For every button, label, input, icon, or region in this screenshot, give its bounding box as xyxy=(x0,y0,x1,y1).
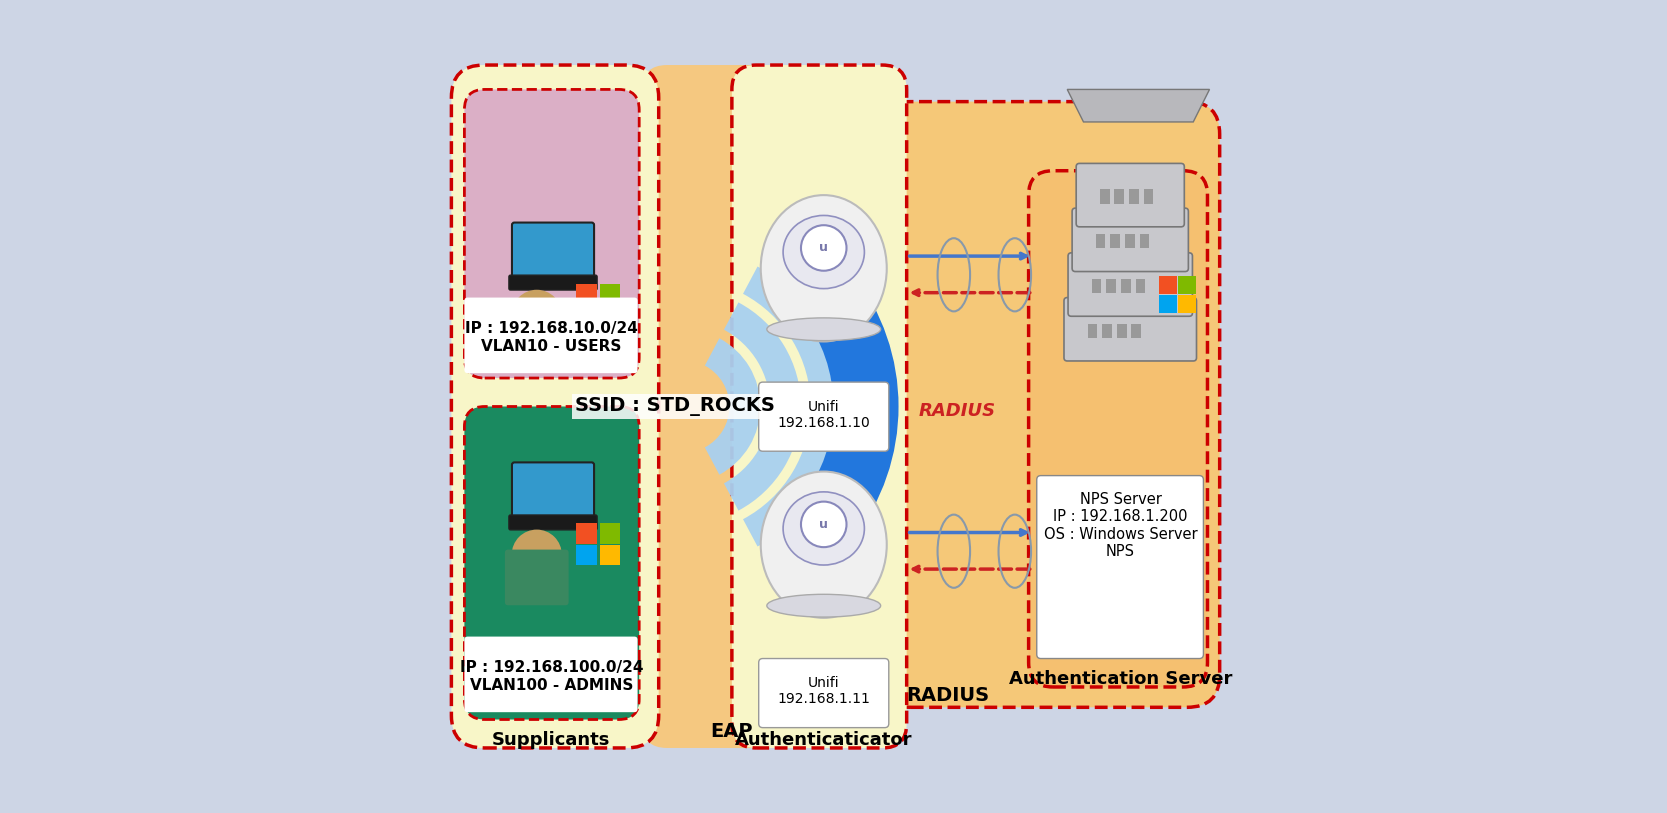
Ellipse shape xyxy=(783,215,865,289)
FancyBboxPatch shape xyxy=(1029,171,1207,687)
FancyBboxPatch shape xyxy=(577,305,597,325)
Text: u: u xyxy=(818,518,828,531)
FancyBboxPatch shape xyxy=(1159,276,1177,294)
FancyBboxPatch shape xyxy=(443,33,1224,780)
FancyBboxPatch shape xyxy=(508,275,597,290)
FancyBboxPatch shape xyxy=(1077,163,1184,227)
FancyBboxPatch shape xyxy=(1179,276,1197,294)
FancyBboxPatch shape xyxy=(1135,279,1145,293)
FancyBboxPatch shape xyxy=(1144,189,1154,203)
Wedge shape xyxy=(802,274,899,539)
Ellipse shape xyxy=(783,492,865,565)
FancyBboxPatch shape xyxy=(577,524,597,544)
Text: IP : 192.168.10.0/24
VLAN10 - USERS: IP : 192.168.10.0/24 VLAN10 - USERS xyxy=(465,321,638,354)
Text: RADIUS: RADIUS xyxy=(905,685,989,705)
FancyBboxPatch shape xyxy=(465,89,638,378)
FancyBboxPatch shape xyxy=(1102,324,1112,338)
Text: u: u xyxy=(818,241,828,254)
FancyBboxPatch shape xyxy=(465,406,638,720)
Circle shape xyxy=(512,529,562,580)
FancyBboxPatch shape xyxy=(1095,234,1105,249)
FancyBboxPatch shape xyxy=(1159,295,1177,313)
FancyBboxPatch shape xyxy=(465,637,637,712)
Ellipse shape xyxy=(760,472,887,618)
Text: Unifi
192.168.1.11: Unifi 192.168.1.11 xyxy=(777,676,870,706)
FancyBboxPatch shape xyxy=(505,550,568,605)
FancyBboxPatch shape xyxy=(758,382,889,451)
Ellipse shape xyxy=(767,594,880,617)
FancyBboxPatch shape xyxy=(1140,234,1149,249)
Wedge shape xyxy=(705,338,760,475)
Circle shape xyxy=(800,225,847,271)
Text: IP : 192.168.100.0/24
VLAN100 - ADMINS: IP : 192.168.100.0/24 VLAN100 - ADMINS xyxy=(460,660,643,693)
FancyBboxPatch shape xyxy=(1092,279,1102,293)
Circle shape xyxy=(800,502,847,547)
Ellipse shape xyxy=(760,195,887,341)
Text: RADIUS: RADIUS xyxy=(919,402,995,420)
Wedge shape xyxy=(723,302,800,511)
FancyBboxPatch shape xyxy=(1179,295,1197,313)
FancyBboxPatch shape xyxy=(1120,279,1130,293)
Wedge shape xyxy=(743,267,842,546)
FancyBboxPatch shape xyxy=(1072,208,1189,272)
FancyBboxPatch shape xyxy=(879,102,1220,707)
FancyBboxPatch shape xyxy=(1115,189,1124,203)
FancyBboxPatch shape xyxy=(600,305,620,325)
FancyBboxPatch shape xyxy=(600,284,620,304)
FancyBboxPatch shape xyxy=(505,310,568,365)
Text: Supplicants: Supplicants xyxy=(492,731,610,749)
FancyBboxPatch shape xyxy=(1125,234,1135,249)
FancyBboxPatch shape xyxy=(512,463,593,520)
Polygon shape xyxy=(1067,89,1210,122)
Wedge shape xyxy=(762,231,882,582)
FancyBboxPatch shape xyxy=(1064,298,1197,361)
FancyBboxPatch shape xyxy=(758,659,889,728)
Circle shape xyxy=(512,289,562,340)
FancyBboxPatch shape xyxy=(1069,253,1192,316)
FancyBboxPatch shape xyxy=(577,545,597,565)
FancyBboxPatch shape xyxy=(1117,324,1127,338)
FancyBboxPatch shape xyxy=(1129,189,1139,203)
FancyBboxPatch shape xyxy=(732,65,907,748)
Text: NPS Server
IP : 192.168.1.200
OS : Windows Server
NPS: NPS Server IP : 192.168.1.200 OS : Windo… xyxy=(1044,492,1197,559)
Text: EAP: EAP xyxy=(710,722,753,741)
FancyBboxPatch shape xyxy=(1132,324,1142,338)
FancyBboxPatch shape xyxy=(1107,279,1115,293)
FancyBboxPatch shape xyxy=(465,298,637,373)
Text: SSID : STD_ROCKS: SSID : STD_ROCKS xyxy=(575,397,775,416)
FancyBboxPatch shape xyxy=(1087,324,1097,338)
FancyBboxPatch shape xyxy=(452,65,658,748)
FancyBboxPatch shape xyxy=(512,223,593,280)
FancyBboxPatch shape xyxy=(1100,189,1110,203)
Text: Unifi
192.168.1.10: Unifi 192.168.1.10 xyxy=(777,399,870,430)
FancyBboxPatch shape xyxy=(642,65,834,748)
FancyBboxPatch shape xyxy=(1110,234,1120,249)
FancyBboxPatch shape xyxy=(600,545,620,565)
FancyBboxPatch shape xyxy=(577,284,597,304)
Ellipse shape xyxy=(767,318,880,341)
FancyBboxPatch shape xyxy=(600,524,620,544)
Text: Authentication Server: Authentication Server xyxy=(1009,670,1232,688)
FancyBboxPatch shape xyxy=(1037,476,1204,659)
Text: Authenticaticator: Authenticaticator xyxy=(735,731,912,749)
FancyBboxPatch shape xyxy=(508,515,597,530)
